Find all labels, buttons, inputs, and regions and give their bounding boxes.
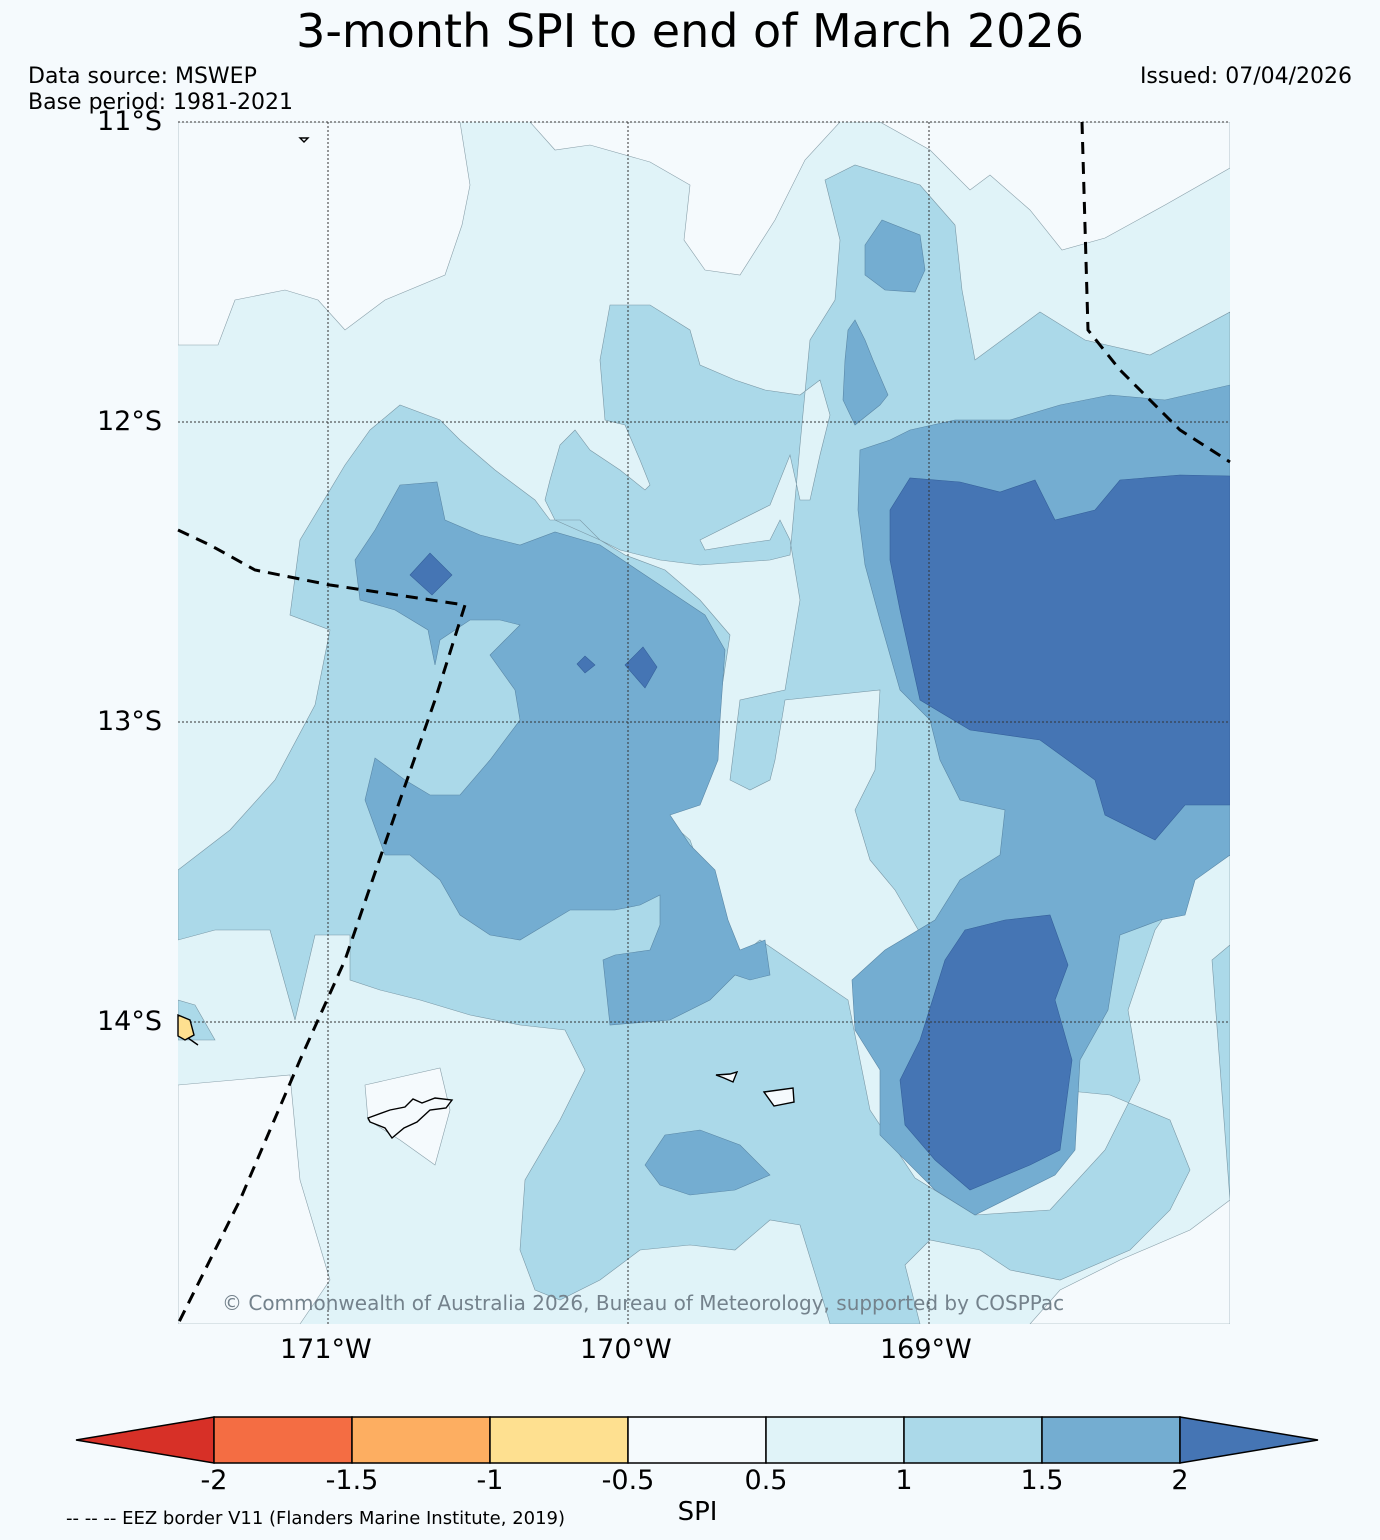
tau-island <box>762 1087 795 1107</box>
map-title: 3-month SPI to end of March 2026 <box>296 4 1084 58</box>
colorbar-segment <box>351 1416 491 1464</box>
lat-label: 12°S <box>97 406 162 437</box>
colorbar-tick: -0.5 <box>601 1465 655 1496</box>
coastlines <box>177 137 795 1140</box>
lon-label: 169°W <box>880 1334 972 1365</box>
colorbar-tick: -2 <box>200 1465 228 1496</box>
spi-contour-field <box>178 122 1230 1324</box>
lat-label: 13°S <box>97 706 162 737</box>
colorbar <box>75 1416 1319 1464</box>
eez-borders <box>176 121 1231 1325</box>
samoa-edge-coast <box>177 1013 195 1041</box>
colorbar-tick: 1 <box>895 1465 913 1496</box>
colorbar-extend-high <box>1179 1416 1319 1464</box>
base-period-label: Base period: 1981-2021 <box>28 90 293 115</box>
colorbar-tick: 0.5 <box>744 1465 788 1496</box>
tutuila-island <box>367 1097 454 1140</box>
colorbar-tick: 2 <box>1171 1465 1189 1496</box>
lon-label: 171°W <box>280 1334 372 1365</box>
colorbar-segment <box>765 1416 905 1464</box>
colorbar-segment <box>489 1416 629 1464</box>
swains-islet <box>298 137 310 143</box>
colorbar-segment <box>213 1416 353 1464</box>
spi-band-above-2 <box>409 474 1230 1191</box>
ofu-olosega-island <box>715 1070 739 1083</box>
samoa-edge-coast-2 <box>187 1037 199 1046</box>
colorbar-segment <box>903 1416 1043 1464</box>
colorbar-segment <box>627 1416 767 1464</box>
copyright-notice: © Commonwealth of Australia 2026, Bureau… <box>222 1291 1065 1315</box>
lat-label: 11°S <box>97 106 162 137</box>
colorbar-segment <box>1041 1416 1181 1464</box>
eez-border-note: -- -- -- EEZ border V11 (Flanders Marine… <box>66 1508 566 1529</box>
colorbar-label: SPI <box>677 1497 718 1527</box>
eez-border-east <box>1080 121 1231 464</box>
issued-date-label: Issued: 07/04/2026 <box>1139 64 1352 89</box>
colorbar-tick: -1 <box>476 1465 504 1496</box>
colorbar-tick: 1.5 <box>1020 1465 1064 1496</box>
colorbar-extend-low <box>75 1416 215 1464</box>
eez-border-west <box>176 528 467 1325</box>
graticule <box>178 121 1230 1324</box>
lon-label: 170°W <box>580 1334 672 1365</box>
data-source-label: Data source: MSWEP <box>28 64 257 89</box>
colorbar-tick: -1.5 <box>325 1465 379 1496</box>
lat-label: 14°S <box>97 1006 162 1037</box>
